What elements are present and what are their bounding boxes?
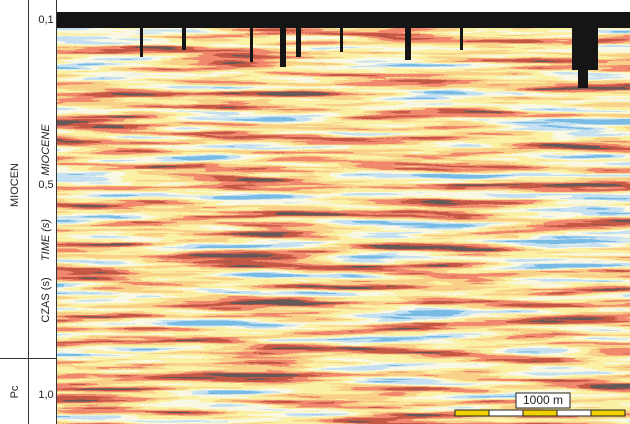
- unit-label: Pc: [9, 385, 21, 398]
- epoch-label: MIOCEN: [9, 163, 21, 207]
- tick-label: 1,0: [38, 389, 53, 401]
- tick-label: 0,5: [38, 179, 53, 191]
- axis-label: CZAS (s): [40, 277, 52, 322]
- scale-label: 1000 m: [523, 393, 563, 407]
- epoch-label-en: MIOCENE: [40, 124, 52, 176]
- frame: [0, 0, 57, 424]
- axis-label-en: TIME (s): [40, 219, 52, 261]
- tick-label: 0,1: [38, 14, 53, 26]
- seismic-figure: 0,1 0,5 1,0 MIOCEN MIOCENE TIME (s) CZAS…: [0, 0, 630, 424]
- seismic-image: [57, 12, 630, 424]
